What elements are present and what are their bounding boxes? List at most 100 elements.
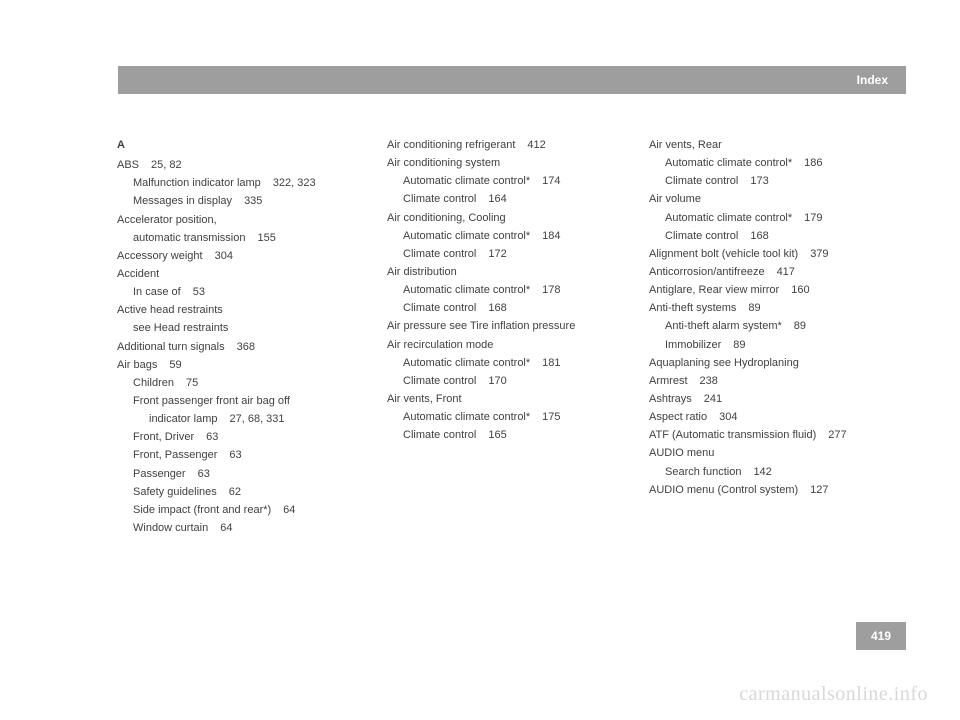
index-entry: Air volume [649, 190, 899, 208]
index-entry: Aquaplaning see Hydroplaning [649, 354, 899, 372]
index-entry-text: Air conditioning, Cooling [387, 212, 506, 224]
index-entry: Passenger63 [117, 465, 387, 483]
index-entry-page: 379 [798, 248, 828, 260]
index-entry-text: Automatic climate control* [665, 157, 792, 169]
index-entry: Climate control170 [387, 372, 649, 390]
index-entry-text: Front passenger front air bag off [133, 395, 290, 407]
index-entry: Automatic climate control*184 [387, 227, 649, 245]
index-column-1: AABS25, 82Malfunction indicator lamp322,… [117, 136, 387, 537]
index-entry-text: Malfunction indicator lamp [133, 177, 261, 189]
index-entry-page: 164 [476, 193, 506, 205]
index-entry-text: Automatic climate control* [403, 175, 530, 187]
index-entry-text: Climate control [665, 175, 738, 187]
index-entry: Additional turn signals368 [117, 338, 387, 356]
index-entry-text: see Head restraints [133, 322, 228, 334]
index-entry-page: 241 [692, 393, 722, 405]
index-entry-page: 63 [186, 468, 210, 480]
index-entry-text: Side impact (front and rear*) [133, 504, 271, 516]
index-entry: Air conditioning system [387, 154, 649, 172]
header-title: Index [857, 73, 888, 87]
index-entry: Antiglare, Rear view mirror160 [649, 281, 899, 299]
index-column-2: Air conditioning refrigerant412 Air condi… [387, 136, 649, 537]
index-entry: Air recirculation mode [387, 336, 649, 354]
index-entry: Safety guidelines62 [117, 483, 387, 501]
index-entry: Air vents, Front [387, 390, 649, 408]
index-entry: Anticorrosion/antifreeze417 [649, 263, 899, 281]
index-entry-page: 27, 68, 331 [217, 413, 284, 425]
index-entry-page: 127 [798, 484, 828, 496]
index-entry-text: Ashtrays [649, 393, 692, 405]
index-entry-page: 172 [476, 248, 506, 260]
index-entry: Automatic climate control*174 [387, 172, 649, 190]
index-entry-text: ATF (Automatic transmission fluid) [649, 429, 816, 441]
index-entry-text: Armrest [649, 375, 688, 387]
page-number-box: 419 [856, 622, 906, 650]
index-entry-text: Accident [117, 268, 159, 280]
index-entry-page: 304 [203, 250, 233, 262]
index-entry-page: 63 [217, 449, 241, 461]
index-entry-text: Automatic climate control* [665, 212, 792, 224]
index-entry-page: 165 [476, 429, 506, 441]
index-entry-text: Messages in display [133, 195, 232, 207]
index-entry-text: Air recirculation mode [387, 339, 493, 351]
index-entry: AUDIO menu [649, 444, 899, 462]
index-entry-text: Front, Driver [133, 431, 194, 443]
index-entry-page: 178 [530, 284, 560, 296]
index-entry-text: Anticorrosion/antifreeze [649, 266, 765, 278]
index-entry-page: 63 [194, 431, 218, 443]
index-entry-text: Automatic climate control* [403, 284, 530, 296]
index-entry: Front, Driver63 [117, 428, 387, 446]
index-entry-page: 168 [738, 230, 768, 242]
index-entry: Automatic climate control*181 [387, 354, 649, 372]
index-entry-page: 277 [816, 429, 846, 441]
index-entry-text: Anti-theft systems [649, 302, 736, 314]
index-entry-page: 412 [515, 139, 545, 151]
index-entry: Automatic climate control*186 [649, 154, 899, 172]
index-entry: Air distribution [387, 263, 649, 281]
index-entry: Messages in display335 [117, 192, 387, 210]
index-entry-page: 179 [792, 212, 822, 224]
index-entry-page: 335 [232, 195, 262, 207]
index-entry-text: Search function [665, 466, 741, 478]
index-entry: Anti-theft alarm system*89 [649, 317, 899, 335]
index-entry-text: Aspect ratio [649, 411, 707, 423]
index-entry: In case of53 [117, 283, 387, 301]
index-entry: Accelerator position, [117, 211, 387, 229]
index-entry: Air conditioning refrigerant412 [387, 136, 649, 154]
index-entry: Automatic climate control*175 [387, 408, 649, 426]
index-entry: ATF (Automatic transmission fluid)277 [649, 426, 899, 444]
index-entry-page: 53 [181, 286, 205, 298]
index-entry: Air conditioning, Cooling [387, 209, 649, 227]
index-entry: see Head restraints [117, 319, 387, 337]
index-entry-text: Climate control [403, 375, 476, 387]
index-entry-text: Air volume [649, 193, 701, 205]
index-entry: Automatic climate control*179 [649, 209, 899, 227]
page: Index AABS25, 82Malfunction indicator la… [0, 0, 960, 720]
index-entry-page: 64 [271, 504, 295, 516]
index-entry-page: 170 [476, 375, 506, 387]
index-entry-page: 184 [530, 230, 560, 242]
index-entry-text: Climate control [403, 193, 476, 205]
index-entry-text: Window curtain [133, 522, 208, 534]
index-entry-text: Air distribution [387, 266, 457, 278]
index-entry: Active head restraints [117, 301, 387, 319]
index-entry: Malfunction indicator lamp322, 323 [117, 174, 387, 192]
index-entry-page: 168 [476, 302, 506, 314]
index-entry-text: Automatic climate control* [403, 230, 530, 242]
index-entry-page: 75 [174, 377, 198, 389]
index-entry: Accident [117, 265, 387, 283]
index-entry: Front, Passenger63 [117, 446, 387, 464]
index-entry-text: In case of [133, 286, 181, 298]
index-columns: AABS25, 82Malfunction indicator lamp322,… [117, 136, 900, 537]
index-entry: Air vents, Rear [649, 136, 899, 154]
index-entry-text: A [117, 139, 125, 151]
index-entry-text: Accelerator position, [117, 214, 217, 226]
index-entry-page: 155 [246, 232, 276, 244]
index-entry-text: Alignment bolt (vehicle tool kit) [649, 248, 798, 260]
index-entry-text: ABS [117, 159, 139, 171]
index-entry: AUDIO menu (Control system)127 [649, 481, 899, 499]
index-entry-page: 304 [707, 411, 737, 423]
index-entry-text: Aquaplaning see Hydroplaning [649, 357, 799, 369]
index-entry: Search function142 [649, 463, 899, 481]
index-entry-text: Air conditioning system [387, 157, 500, 169]
